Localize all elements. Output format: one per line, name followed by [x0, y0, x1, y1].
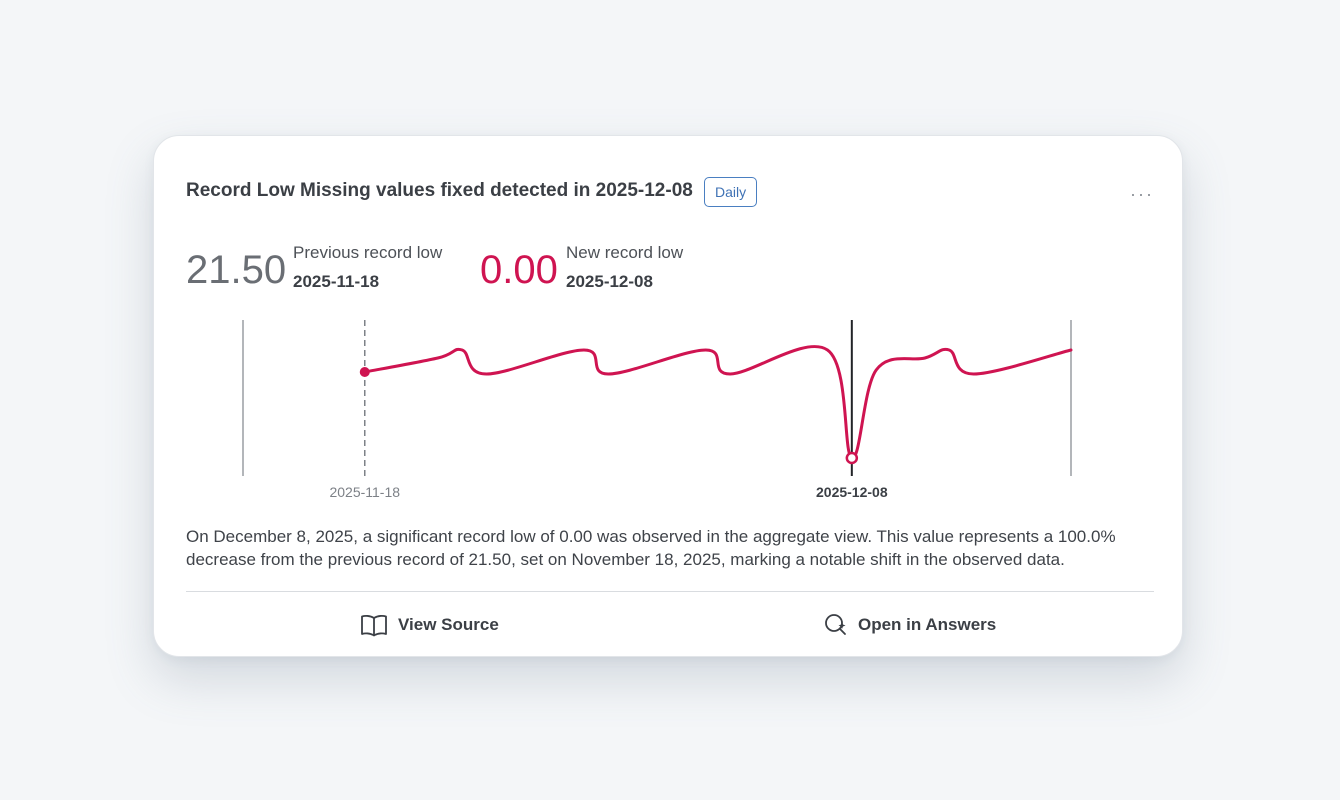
x-tick-label: 2025-11-18 [329, 484, 400, 500]
previous-record-marker [359, 367, 370, 377]
new-record-date: 2025-12-08 [566, 272, 653, 291]
new-record-marker [845, 451, 859, 465]
card-title: Record Low Missing values fixed detected… [186, 180, 693, 201]
trend-chart: 2025-11-18 2025-12-08 [242, 320, 1073, 500]
more-options-icon[interactable]: ··· [1130, 184, 1154, 204]
x-tick-label: 2025-12-08 [816, 484, 888, 500]
view-source-label: View Source [398, 615, 499, 634]
series-line [363, 345, 1073, 460]
previous-record-label: Previous record low [293, 243, 443, 262]
view-source-button[interactable]: View Source [360, 610, 499, 640]
insight-card: Record Low Missing values fixed detected… [153, 135, 1183, 657]
new-record-label: New record low [566, 243, 684, 262]
new-record-value: 0.00 [480, 248, 558, 292]
search-sparkle-icon [824, 613, 848, 637]
footer-divider [186, 591, 1154, 592]
insight-summary: On December 8, 2025, a significant recor… [186, 527, 1116, 569]
frequency-badge: Daily [704, 177, 758, 207]
open-in-answers-button[interactable]: Open in Answers [824, 610, 996, 640]
previous-record-date: 2025-11-18 [293, 272, 380, 291]
previous-record-value: 21.50 [186, 248, 287, 292]
open-in-answers-label: Open in Answers [858, 615, 997, 634]
book-icon [360, 613, 388, 637]
